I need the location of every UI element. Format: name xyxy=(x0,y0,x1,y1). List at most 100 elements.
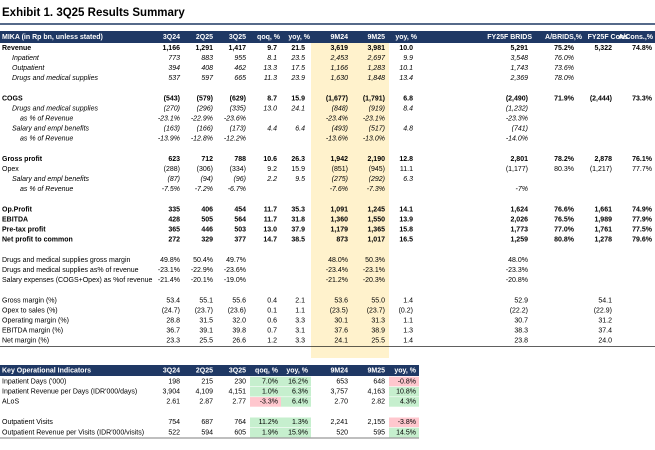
kpi-header-cell: 3Q25 xyxy=(229,367,246,374)
main-cell: 1.2 xyxy=(267,338,277,345)
main-header-cell: 2Q25 xyxy=(196,34,213,41)
main-cell: 564 xyxy=(234,217,246,224)
main-cell: 1.3 xyxy=(403,328,413,335)
main-cell: 2,190 xyxy=(367,156,385,163)
main-cell: 1.1 xyxy=(403,318,413,325)
kpi-row-label: Inpatient Days ('000) xyxy=(2,378,66,385)
main-cell: 38.5 xyxy=(291,237,305,244)
main-cell: -13.9% xyxy=(158,136,180,143)
main-cell: (1,177) xyxy=(506,166,528,173)
main-header-cell: 3Q24 xyxy=(163,34,180,41)
main-row-label: Opex to sales (%) xyxy=(2,307,58,314)
main-cell: -21.2% xyxy=(326,277,348,284)
main-cell: 26.6 xyxy=(232,338,246,345)
main-cell: -23.1% xyxy=(158,116,180,123)
main-cell: 30.7 xyxy=(514,318,528,325)
main-cell: 79.6% xyxy=(632,237,653,244)
kpi-header-cell: 2Q25 xyxy=(196,367,213,374)
nine-month-highlight xyxy=(311,43,389,358)
change-highlight xyxy=(281,397,311,407)
main-cell: 408 xyxy=(201,65,213,72)
kpi-cell: 4.3% xyxy=(400,399,416,406)
main-cell: 80.3% xyxy=(554,166,574,173)
main-cell: 5,291 xyxy=(510,45,528,52)
main-cell: -7.5% xyxy=(162,186,180,193)
main-cell: 1,166 xyxy=(330,65,348,72)
kpi-cell: 2.77 xyxy=(232,399,246,406)
main-cell: 394 xyxy=(168,65,180,72)
main-cell: 6.3 xyxy=(403,176,413,183)
main-cell: (22.9) xyxy=(594,307,612,314)
kpi-cell: 4,151 xyxy=(228,389,246,396)
main-cell: 3,548 xyxy=(510,55,528,62)
kpi-cell: 2.61 xyxy=(166,399,180,406)
main-cell: 537 xyxy=(168,75,181,82)
main-row-label: Net margin (%) xyxy=(2,338,49,345)
main-cell: 4.8 xyxy=(403,126,413,133)
main-cell: 48.0% xyxy=(508,257,528,264)
main-cell: 77.0% xyxy=(554,227,575,234)
main-row-label: as % of Revenue xyxy=(20,186,73,193)
main-cell: 428 xyxy=(168,217,180,224)
main-row-label: Gross profit xyxy=(2,156,43,163)
kpi-cell: -0.8% xyxy=(398,378,416,385)
main-cell: 73.3% xyxy=(632,95,653,102)
kpi-row-label: Outpatient Revenue per Visits (IDR'000/v… xyxy=(2,429,144,436)
main-cell: 55.1 xyxy=(199,297,213,304)
main-cell: 406 xyxy=(201,206,213,213)
main-cell: (851) xyxy=(332,166,348,173)
main-cell: 9.5 xyxy=(295,176,305,183)
main-cell: 78.2% xyxy=(554,156,575,163)
main-cell: (629) xyxy=(230,95,246,102)
kpi-cell: 6.4% xyxy=(292,399,308,406)
main-cell: 1.1 xyxy=(295,307,305,314)
main-cell: 1,291 xyxy=(195,45,213,52)
main-cell: -23.4% xyxy=(326,116,348,123)
main-cell: 1,245 xyxy=(367,206,385,213)
main-cell: 31.5 xyxy=(199,318,213,325)
kpi-header-cell: 3Q24 xyxy=(163,367,180,374)
main-cell: 2,878 xyxy=(594,156,612,163)
main-cell: 11.7 xyxy=(264,206,277,213)
main-cell: 24.1 xyxy=(290,105,305,112)
main-cell: -20.3% xyxy=(363,277,385,284)
main-row-label: Drugs and medical supplies xyxy=(12,105,98,112)
main-header-cell: A/Cons.,% xyxy=(618,34,653,41)
main-cell: 50.3% xyxy=(365,257,385,264)
main-cell: -23.1% xyxy=(363,116,385,123)
main-cell: (1,232) xyxy=(506,105,528,112)
main-cell: 76.1% xyxy=(632,156,653,163)
kpi-header-cell: qoq, % xyxy=(255,367,279,374)
main-cell: 76.6% xyxy=(554,206,575,213)
main-cell: 52.9 xyxy=(514,297,528,304)
main-cell: 1,417 xyxy=(228,45,246,52)
main-cell: -7.2% xyxy=(195,186,213,193)
main-cell: 55.0 xyxy=(371,297,385,304)
main-cell: (163) xyxy=(164,126,180,133)
main-cell: 0.6 xyxy=(267,318,277,325)
main-cell: 13.9 xyxy=(399,217,413,224)
main-header-cell: FY25F Cons. xyxy=(588,34,630,41)
main-row-label: Opex xyxy=(2,166,19,173)
main-cell: 597 xyxy=(201,75,214,82)
kpi-cell: 10.8% xyxy=(396,389,416,396)
main-cell: 50.4% xyxy=(193,257,213,264)
main-cell: 11.3 xyxy=(264,75,277,82)
main-cell: 13.4 xyxy=(399,75,413,82)
main-cell: 76.5% xyxy=(554,217,575,224)
main-cell: 1,848 xyxy=(367,75,385,82)
main-cell: 1,166 xyxy=(162,45,180,52)
change-highlight xyxy=(281,417,311,428)
kpi-cell: 11.2% xyxy=(259,419,278,426)
main-cell: 38.9 xyxy=(371,328,385,335)
main-header-band xyxy=(0,31,655,43)
main-cell: 30.1 xyxy=(334,318,348,325)
main-cell: -7.3% xyxy=(367,186,385,193)
kpi-cell: 754 xyxy=(168,419,180,426)
main-row-label: Operating margin (%) xyxy=(2,318,69,325)
main-cell: 16.5 xyxy=(399,237,413,244)
main-cell: -23.1% xyxy=(363,267,385,274)
main-header-cell: 9M25 xyxy=(367,34,385,41)
main-cell: 38.3 xyxy=(514,328,528,335)
main-cell: (1,791) xyxy=(363,95,385,102)
